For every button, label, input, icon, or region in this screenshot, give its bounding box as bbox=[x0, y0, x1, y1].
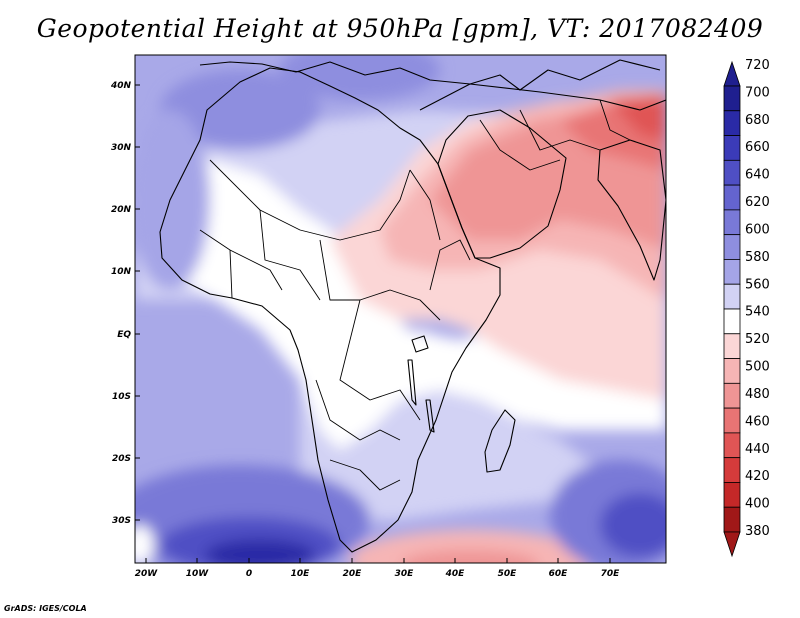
colorbar-cell bbox=[723, 382, 741, 409]
colorbar-cell bbox=[723, 184, 741, 211]
field-se-blue-core bbox=[600, 493, 666, 557]
colorbar-label: 720 bbox=[745, 58, 770, 73]
colorbar-label: 660 bbox=[745, 140, 770, 155]
field-south-red-core bbox=[401, 550, 539, 563]
field-south-red bbox=[350, 530, 590, 563]
plot-frame bbox=[134, 54, 667, 564]
colorbar-label: 580 bbox=[745, 250, 770, 265]
colorbar-cell bbox=[723, 482, 741, 508]
arabia-coastline bbox=[437, 109, 567, 259]
colorbar-cell bbox=[723, 234, 741, 260]
colorbar-label: 500 bbox=[745, 360, 770, 375]
lon-label: 20E bbox=[343, 569, 363, 579]
lon-label: 0 bbox=[246, 569, 252, 579]
colorbar-cell bbox=[723, 85, 741, 112]
field-west-blue bbox=[135, 110, 210, 290]
country-borders bbox=[199, 99, 631, 491]
colorbar-label: 700 bbox=[745, 85, 770, 100]
colorbar-top-arrow bbox=[723, 60, 741, 87]
colorbar-label: 460 bbox=[745, 414, 770, 429]
chart-title: Geopotential Height at 950hPa [gpm], VT:… bbox=[36, 14, 764, 43]
lat-label: 10S bbox=[112, 392, 131, 402]
colorbar-cell bbox=[723, 407, 741, 434]
lon-label: 10W bbox=[186, 569, 210, 579]
colorbar-cell bbox=[723, 308, 741, 335]
asia-outline bbox=[419, 83, 666, 111]
lon-label: 30E bbox=[395, 569, 415, 579]
colorbar-label: 560 bbox=[745, 277, 770, 292]
colorbar-cell bbox=[723, 259, 741, 285]
colorbar-cell bbox=[723, 333, 741, 359]
colorbar-label: 600 bbox=[745, 222, 770, 237]
lake-victoria bbox=[411, 335, 429, 353]
lon-label: 40E bbox=[445, 569, 466, 579]
colorbar-label: 520 bbox=[745, 332, 770, 347]
madagascar-coastline bbox=[484, 409, 516, 473]
lat-label: 20N bbox=[111, 205, 132, 215]
colorbar-cell bbox=[723, 358, 741, 384]
colorbar-cell bbox=[723, 209, 741, 236]
grads-credit: GrADS: IGES/COLA bbox=[4, 604, 87, 613]
colorbar-label: 440 bbox=[745, 442, 770, 457]
colorbar-cell bbox=[723, 457, 741, 483]
lat-label: 30S bbox=[112, 516, 131, 526]
field-north-blue bbox=[280, 55, 440, 100]
colorbar-cell bbox=[723, 135, 741, 161]
india-coastline bbox=[597, 139, 666, 281]
lake-malawi bbox=[425, 399, 435, 433]
field-north-blue-2 bbox=[160, 70, 320, 150]
colorbar bbox=[723, 60, 741, 558]
lat-label: 30N bbox=[111, 143, 132, 153]
lon-label: 10E bbox=[291, 569, 311, 579]
colorbar-label: 400 bbox=[745, 497, 770, 512]
lon-label: 50E bbox=[498, 569, 518, 579]
colorbar-label: 480 bbox=[745, 387, 770, 402]
colorbar-cell bbox=[723, 159, 741, 186]
lon-label: 70E bbox=[601, 569, 621, 579]
colorbar-label: 540 bbox=[745, 305, 770, 320]
colorbar-label: 680 bbox=[745, 113, 770, 128]
colorbar-label: 420 bbox=[745, 469, 770, 484]
lon-label: 60E bbox=[549, 569, 569, 579]
lat-label: 40N bbox=[110, 81, 132, 91]
colorbar-cell bbox=[723, 432, 741, 459]
colorbar-cell bbox=[723, 283, 741, 310]
lat-label: 20S bbox=[112, 454, 131, 464]
lon-label: 20W bbox=[135, 569, 159, 579]
colorbar-cell bbox=[723, 506, 741, 533]
europe-coastline bbox=[199, 59, 661, 91]
lake-tanganyika bbox=[407, 359, 417, 406]
axis-ticks bbox=[135, 84, 611, 563]
africa-coastline bbox=[159, 67, 501, 553]
field-540-zone bbox=[150, 160, 666, 450]
map-plot-area bbox=[135, 55, 666, 563]
field-corner-white bbox=[135, 525, 154, 563]
colorbar-label: 620 bbox=[745, 195, 770, 210]
field-sw-blue-deep bbox=[205, 539, 315, 563]
lat-label: 10N bbox=[111, 267, 132, 277]
colorbar-bottom-arrow bbox=[723, 531, 741, 558]
colorbar-cell bbox=[723, 110, 741, 136]
lat-label: EQ bbox=[117, 330, 131, 340]
colorbar-label: 380 bbox=[745, 524, 770, 539]
colorbar-label: 640 bbox=[745, 168, 770, 183]
